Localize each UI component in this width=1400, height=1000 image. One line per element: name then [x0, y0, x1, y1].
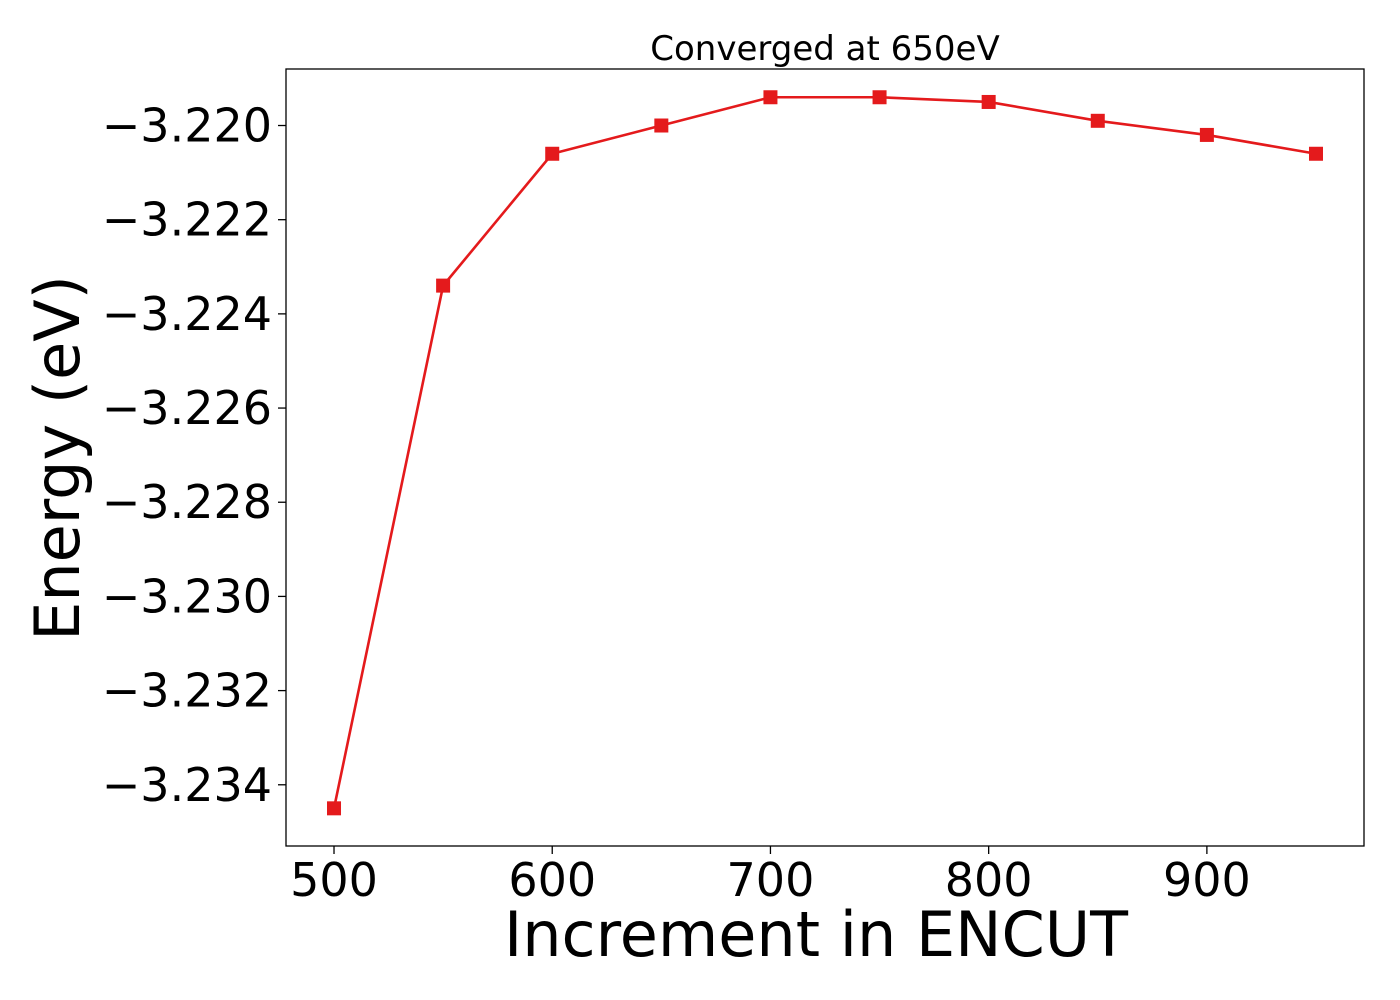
x-tick-label: 900	[1163, 853, 1251, 907]
data-point-marker	[327, 801, 342, 816]
y-tick-label: −3.224	[102, 287, 272, 341]
x-tick-label: 800	[945, 853, 1033, 907]
data-point-marker	[1199, 127, 1214, 142]
y-tick-label: −3.232	[102, 664, 272, 718]
x-axis-label: Increment in ENCUT	[504, 898, 1129, 971]
y-tick-label: −3.220	[102, 99, 272, 153]
x-tick-label: 600	[508, 853, 596, 907]
data-point-marker	[763, 90, 778, 105]
y-tick-label: −3.222	[102, 193, 272, 247]
data-point-marker	[436, 278, 451, 293]
y-tick-label: −3.228	[102, 475, 272, 529]
x-tick-label: 500	[290, 853, 378, 907]
plot-series	[327, 90, 1323, 816]
y-axis-label: Energy (eV)	[21, 275, 94, 641]
data-point-marker	[1308, 146, 1323, 161]
x-tick-label: 700	[727, 853, 815, 907]
y-axis-ticks: −3.234 −3.232 −3.230 −3.228 −3.226 −3.224 −3.2…	[102, 99, 286, 812]
y-tick-label: −3.234	[102, 758, 272, 812]
series-line	[332, 95, 1317, 809]
y-tick-label: −3.226	[102, 381, 272, 435]
data-point-marker	[654, 118, 669, 133]
chart-title: Converged at 650eV	[650, 29, 999, 69]
data-point-marker	[981, 94, 996, 109]
data-point-marker	[1090, 113, 1105, 128]
x-axis-ticks: 500 600 700 800 900	[290, 846, 1251, 907]
data-point-marker	[872, 90, 887, 105]
plot-area-frame	[285, 68, 1365, 847]
y-tick-label: −3.230	[102, 569, 272, 623]
data-point-marker	[545, 146, 560, 161]
